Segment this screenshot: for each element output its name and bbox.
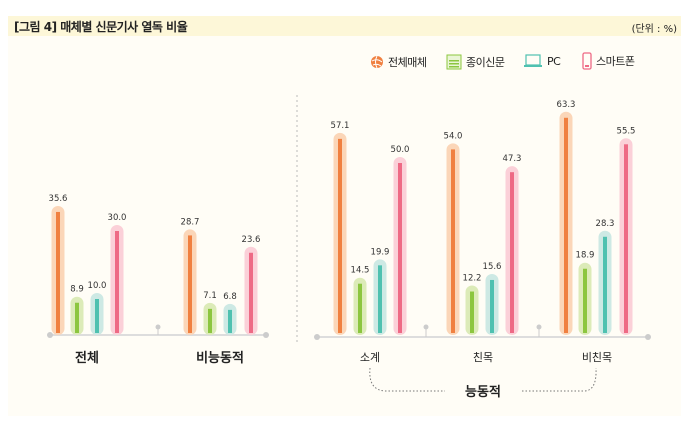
data-label: 8.9: [70, 285, 84, 295]
category-label: 전체: [75, 350, 99, 366]
data-label: 19.9: [371, 247, 390, 257]
bar: [358, 283, 362, 333]
bar: [398, 163, 402, 333]
data-label: 15.6: [483, 262, 502, 272]
bar: [624, 144, 628, 333]
unit-label: (단위 : %): [631, 24, 677, 35]
bar: [510, 172, 514, 333]
bar: [378, 265, 382, 333]
data-label: 6.8: [223, 292, 237, 302]
data-label: 23.6: [242, 235, 261, 245]
bar: [490, 279, 494, 333]
laptop-icon: [524, 54, 542, 67]
bar: [56, 211, 60, 333]
bar: [583, 268, 587, 333]
data-label: 12.2: [463, 274, 482, 284]
category-label: 비능동적: [196, 350, 244, 366]
newspaper-icon: [446, 54, 462, 70]
bar: [188, 235, 192, 333]
category-label: 비친목: [582, 351, 612, 364]
legend-item-pc: PC: [523, 54, 561, 68]
data-label: 55.5: [617, 126, 636, 136]
bar: [95, 299, 99, 333]
category-label: 소계: [360, 351, 380, 364]
data-label: 50.0: [391, 145, 410, 155]
group-bracket: [369, 367, 597, 392]
bar: [451, 149, 455, 333]
data-label: 35.6: [49, 194, 68, 204]
globe-icon: [371, 55, 383, 69]
data-label: 28.7: [181, 217, 200, 227]
data-label: 18.9: [576, 251, 595, 261]
legend-label: PC: [547, 54, 561, 68]
data-label: 47.3: [503, 154, 522, 164]
bar: [564, 117, 568, 333]
legend-label: 전체매체: [388, 56, 427, 69]
data-label: 30.0: [108, 213, 127, 223]
data-label: 54.0: [444, 131, 463, 141]
bar: [249, 252, 253, 333]
data-label: 63.3: [557, 100, 576, 110]
bar: [208, 308, 212, 333]
bar: [603, 236, 607, 333]
group-label: 능동적: [465, 384, 501, 400]
data-label: 14.5: [351, 266, 370, 276]
bar: [470, 291, 474, 333]
bar: [115, 231, 119, 333]
legend-item-newspaper: 종이신문: [446, 54, 505, 70]
bar: [338, 138, 342, 333]
bar: [75, 302, 79, 333]
smartphone-icon: [582, 52, 592, 70]
bar: [228, 309, 232, 333]
category-label: 친목: [473, 351, 493, 364]
legend-label: 종이신문: [466, 56, 505, 69]
chart-title: [그림 4] 매체별 신문기사 열독 비율: [14, 20, 188, 34]
data-label: 28.3: [596, 219, 615, 229]
legend-label: 스마트폰: [596, 55, 635, 68]
data-label: 57.1: [331, 121, 350, 131]
title-bar: [8, 16, 681, 36]
data-label: 7.1: [203, 291, 217, 301]
data-label: 10.0: [88, 281, 107, 291]
legend-item-all-media: 전체매체: [370, 54, 427, 70]
legend-item-smartphone: 스마트폰: [582, 52, 635, 70]
